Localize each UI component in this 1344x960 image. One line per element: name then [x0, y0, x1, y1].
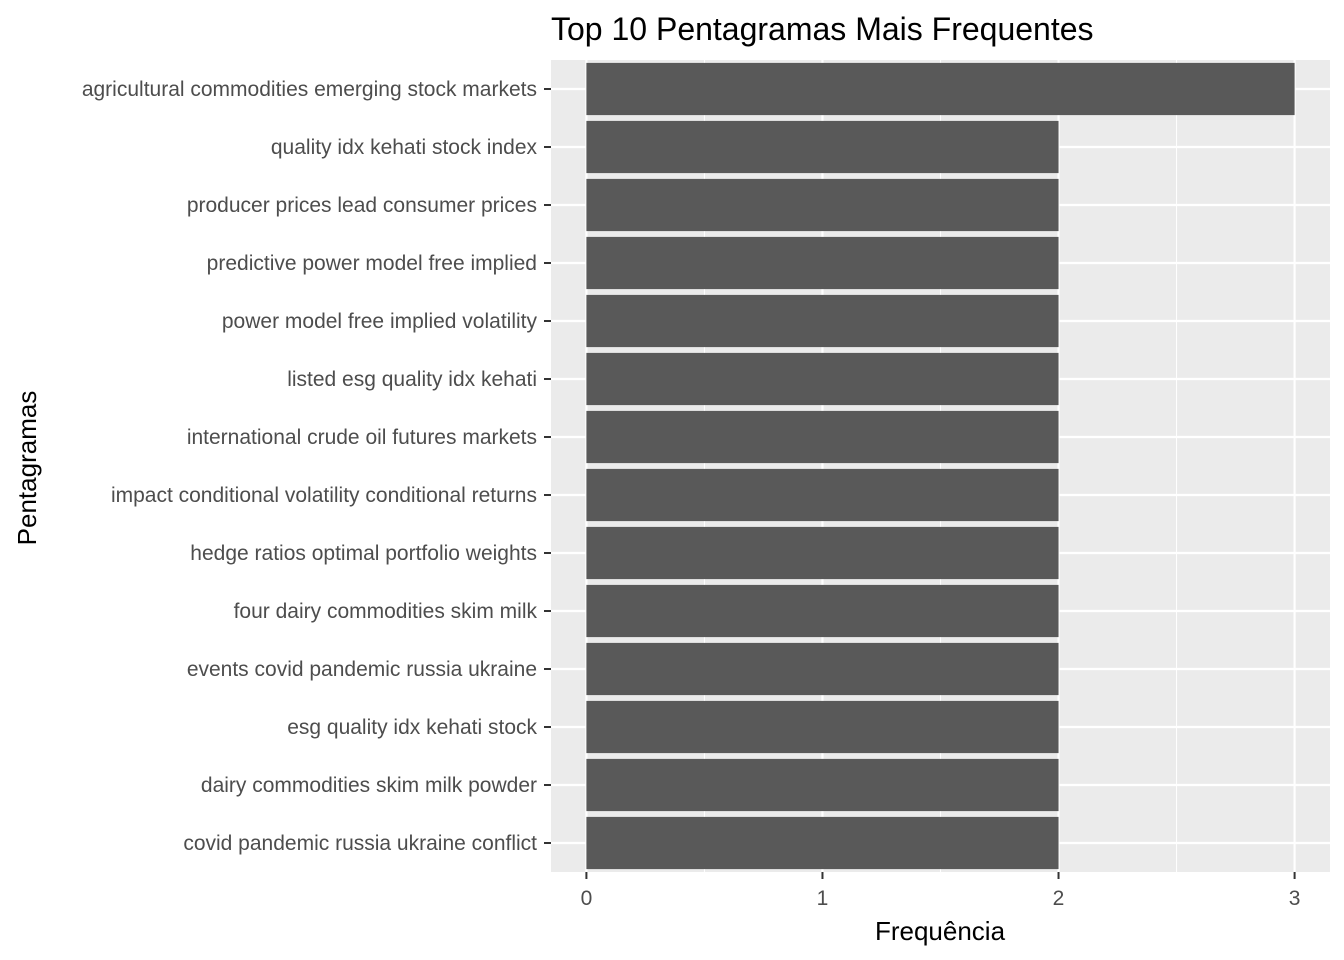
x-tick-label: 3 — [1289, 887, 1301, 910]
y-tick-label: hedge ratios optimal portfolio weights — [190, 542, 537, 565]
bar — [586, 816, 1059, 870]
x-tick-label: 0 — [581, 887, 593, 910]
y-tick-label: predictive power model free implied — [207, 252, 537, 275]
bar — [586, 352, 1059, 406]
y-tick-label: quality idx kehati stock index — [271, 136, 538, 159]
y-tick-label: international crude oil futures markets — [187, 426, 537, 449]
bar — [586, 526, 1059, 580]
bar — [586, 236, 1059, 290]
y-tick-label: covid pandemic russia ukraine conflict — [183, 832, 537, 855]
x-axis-ticks: 0 1 2 3 — [581, 872, 1301, 910]
bar — [586, 584, 1059, 638]
bar — [586, 642, 1059, 696]
x-tick-label: 1 — [817, 887, 829, 910]
bar — [586, 468, 1059, 522]
bar — [586, 178, 1059, 232]
bar — [586, 62, 1295, 116]
bar — [586, 294, 1059, 348]
bar — [586, 410, 1059, 464]
y-tick-label: listed esg quality idx kehati — [287, 368, 537, 391]
y-tick-label: four dairy commodities skim milk — [234, 600, 538, 623]
y-axis-title: Pentagramas — [12, 391, 42, 546]
y-tick-label: esg quality idx kehati stock — [287, 716, 537, 739]
bar — [586, 120, 1059, 174]
chart-title: Top 10 Pentagramas Mais Frequentes — [551, 11, 1094, 47]
x-axis-title: Frequência — [875, 916, 1006, 946]
bar — [586, 700, 1059, 754]
x-tick-label: 2 — [1053, 887, 1065, 910]
y-tick-label: dairy commodities skim milk powder — [201, 774, 537, 797]
y-tick-label: agricultural commodities emerging stock … — [82, 78, 537, 101]
y-tick-label: impact conditional volatility conditiona… — [111, 484, 537, 507]
bar — [586, 758, 1059, 812]
y-tick-label: producer prices lead consumer prices — [187, 194, 537, 217]
bars — [586, 62, 1295, 870]
y-axis-ticks: agricultural commodities emerging stock … — [82, 78, 551, 855]
y-tick-label: events covid pandemic russia ukraine — [187, 658, 537, 681]
y-tick-label: power model free implied volatility — [222, 310, 538, 333]
